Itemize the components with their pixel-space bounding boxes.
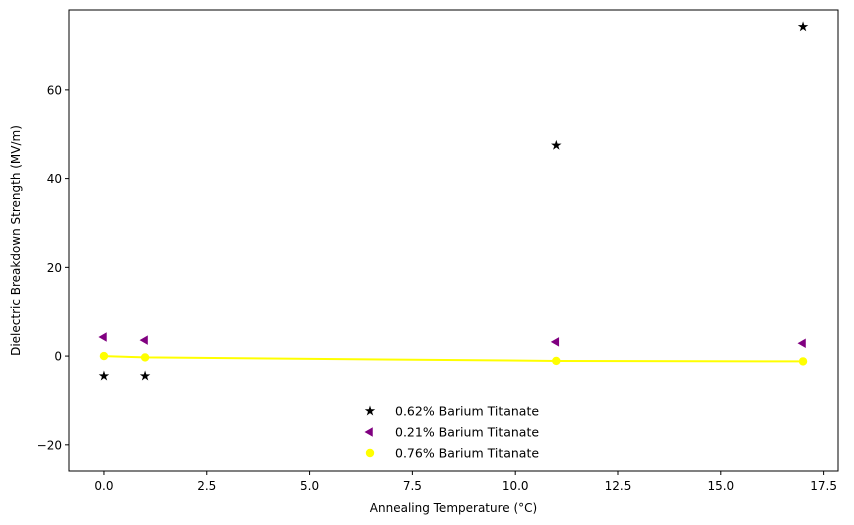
- x-tick-label: 17.5: [810, 479, 837, 493]
- data-point: [139, 370, 151, 381]
- x-tick-label: 0.0: [94, 479, 113, 493]
- y-tick-label: −20: [37, 438, 62, 452]
- x-axis: 0.0 2.5 5.0 7.5 10.0 12.5 15.0 17.5: [94, 471, 837, 493]
- legend-label: 0.21% Barium Titanate: [395, 425, 539, 440]
- legend-item: 0.62% Barium Titanate: [364, 404, 539, 419]
- series-layer: [98, 21, 809, 381]
- data-point: [98, 370, 110, 381]
- plot-area: [68, 9, 839, 472]
- data-point: [797, 338, 806, 348]
- data-point: [552, 356, 561, 366]
- x-tick-label: 2.5: [197, 479, 216, 493]
- legend-label: 0.62% Barium Titanate: [395, 404, 539, 419]
- data-point: [550, 337, 560, 347]
- x-axis-label: Annealing Temperature (°C): [370, 501, 537, 515]
- series-line: [103, 355, 804, 363]
- y-tick-label: 0: [54, 350, 62, 364]
- series: [99, 351, 808, 366]
- y-tick-label: 40: [47, 172, 62, 186]
- data-point: [99, 351, 109, 361]
- y-axis-label: Dielectric Breakdown Strength (MV/m): [9, 125, 23, 356]
- legend: 0.62% Barium Titanate 0.21% Barium Titana…: [364, 404, 539, 461]
- y-axis: −20 0 20 40 60: [37, 83, 69, 452]
- data-point: [139, 335, 148, 345]
- x-tick-label: 5.0: [300, 479, 319, 493]
- legend-label: 0.76% Barium Titanate: [395, 446, 539, 461]
- x-tick-label: 10.0: [502, 479, 529, 493]
- data-point: [798, 357, 808, 366]
- legend-item: 0.76% Barium Titanate: [365, 446, 539, 461]
- y-tick-label: 20: [47, 261, 62, 275]
- data-point: [98, 332, 107, 342]
- plot-frame: [68, 9, 839, 472]
- data-point: [797, 21, 809, 32]
- data-point: [140, 353, 150, 362]
- x-tick-label: 7.5: [403, 479, 422, 493]
- x-tick-label: 15.0: [707, 479, 734, 493]
- data-point: [551, 139, 562, 150]
- legend-marker: [364, 405, 376, 416]
- series: [98, 332, 806, 348]
- series: [98, 21, 809, 381]
- legend-item: 0.21% Barium Titanate: [364, 425, 539, 440]
- legend-marker: [364, 427, 373, 437]
- legend-marker: [365, 448, 375, 458]
- y-tick-label: 60: [47, 83, 62, 97]
- x-tick-label: 12.5: [605, 479, 632, 493]
